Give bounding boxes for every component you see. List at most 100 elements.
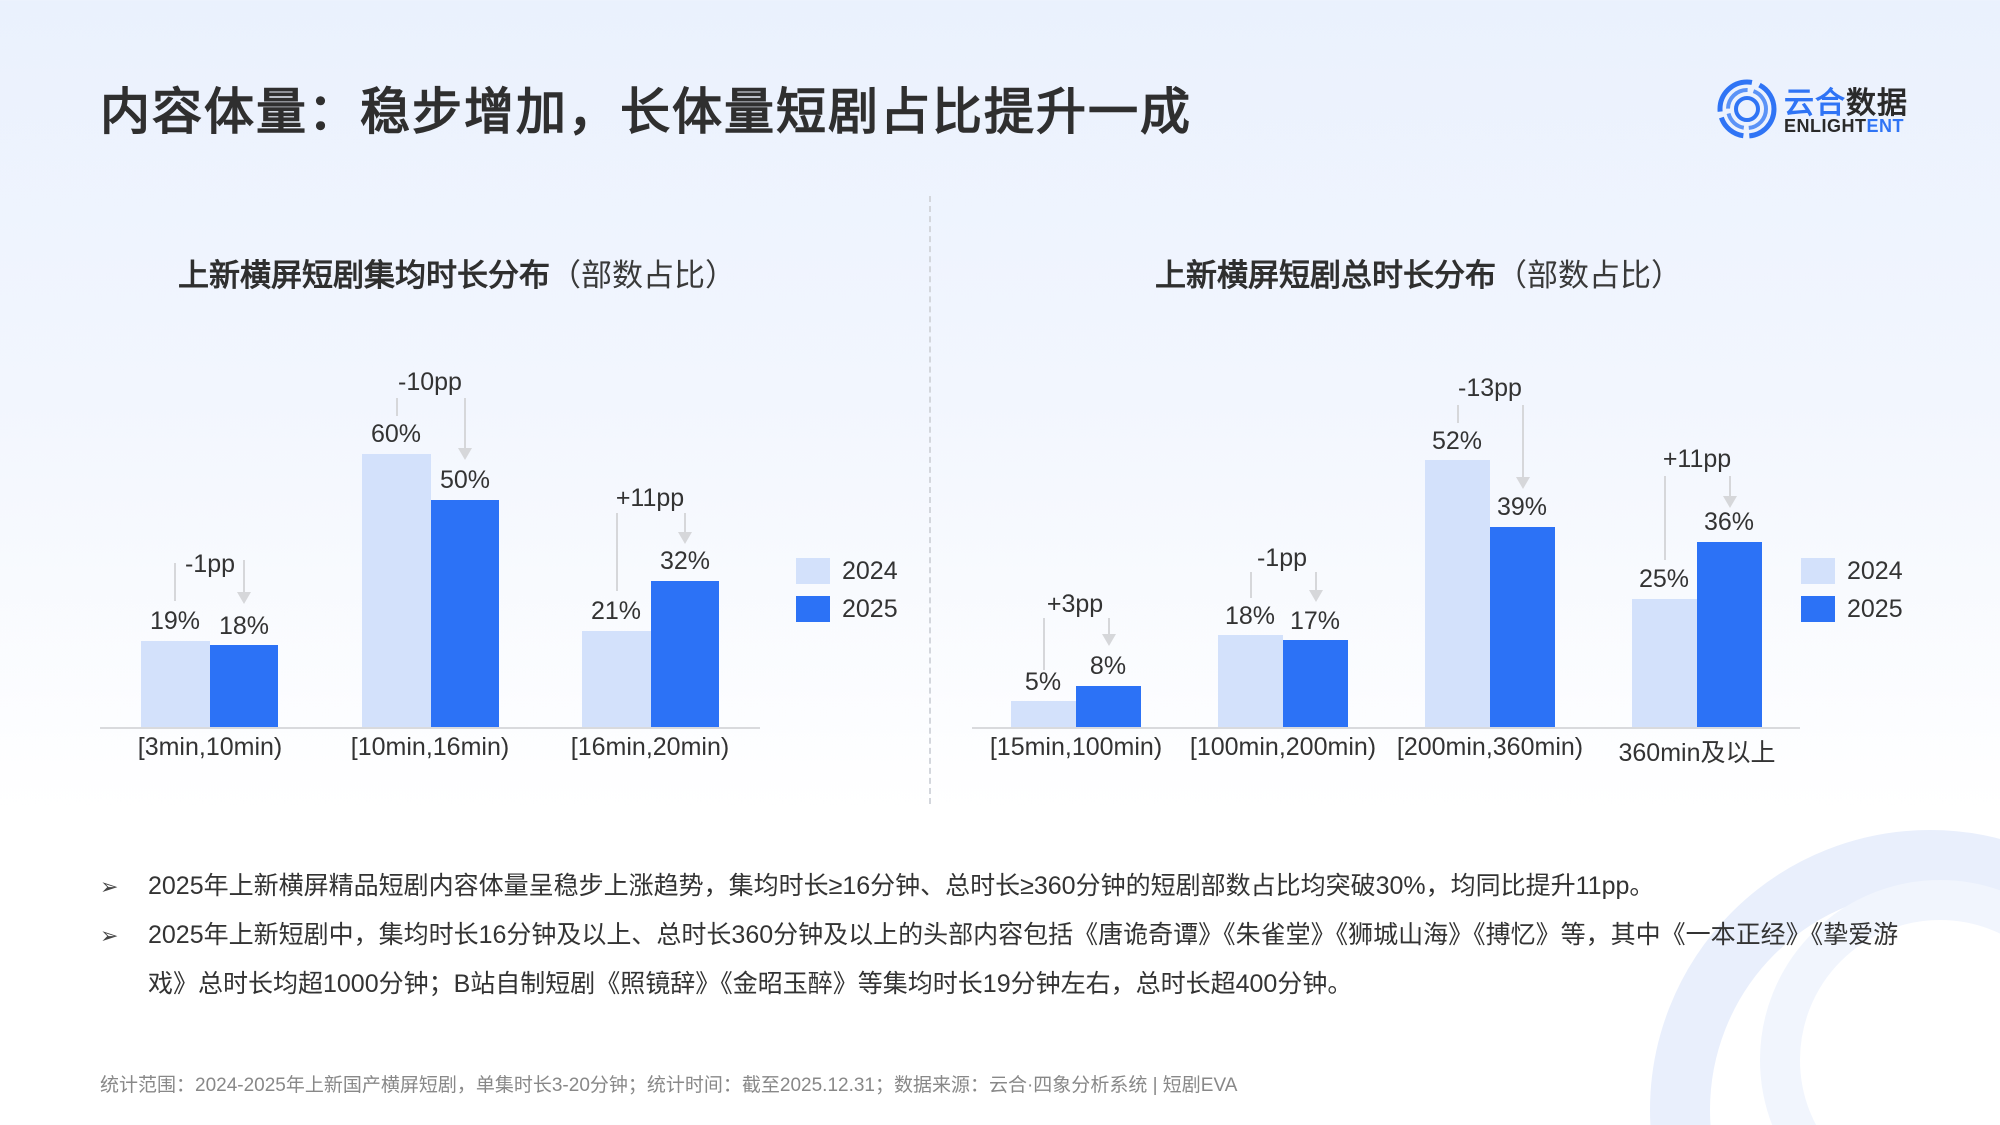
category-label: [16min,20min) [570,733,730,761]
bar-2024 [1011,701,1076,727]
value-label-2024: 21% [590,597,642,625]
logo-en-blue: ENT [1866,116,1904,136]
category-label: 360min及以上 [1618,739,1776,767]
arrow-down-icon [458,448,472,460]
legend-swatch-2024 [796,558,830,584]
chart-title-right-main: 上新横屏短剧总时长分布 [1155,258,1496,293]
delta-connector-line [1108,618,1110,634]
legend-swatch-2025 [1801,596,1835,622]
concentric-ring-logo-icon [1717,79,1777,139]
bar-2025 [210,645,278,727]
arrow-down-icon [1516,477,1530,489]
bar-2025 [1076,686,1141,727]
bar-2024 [1425,460,1490,727]
delta-label: -1pp [1256,544,1308,572]
value-label-2024: 18% [1224,602,1276,630]
x-axis-right [972,727,1800,729]
category-label: [15min,100min) [989,733,1163,761]
value-label-2025: 50% [439,466,491,494]
value-label-2024: 25% [1638,565,1690,593]
legend-swatch-2024 [1801,558,1835,584]
arrow-down-icon [1723,496,1737,508]
chart-title-left: 上新横屏短剧集均时长分布（部数占比） [178,250,736,295]
value-label-2025: 32% [659,547,711,575]
delta-label: -10pp [398,368,462,396]
delta-connector-line [243,560,245,592]
legend-right: 2024 2025 [1801,552,1903,628]
legend-item-2025: 2025 [1801,590,1903,628]
value-label-2024: 19% [149,607,201,635]
delta-connector-line [1664,476,1666,560]
value-label-2025: 36% [1703,508,1755,536]
arrowhead-bullet-icon: ➢ [100,923,119,948]
logo-text-cn: 云合数据 [1784,78,1908,122]
delta-label: +11pp [615,484,685,512]
bar-2025 [1490,527,1555,727]
chart-title-left-sub: （部数占比） [550,258,736,293]
legend-item-2024: 2024 [1801,552,1903,590]
chart-divider [929,196,931,804]
bar-2024 [141,641,210,727]
bar-2025 [431,500,499,727]
bullet-item: ➢ 2025年上新横屏精品短剧内容体量呈稳步上涨趋势，集均时长≥16分钟、总时长… [100,862,1900,911]
arrow-down-icon [237,592,251,604]
delta-connector-line [464,398,466,448]
bar-2024 [362,454,431,727]
delta-label: +3pp [1046,590,1104,618]
delta-label: -1pp [184,550,236,578]
legend-swatch-2025 [796,596,830,622]
chart-title-right-sub: （部数占比） [1496,258,1682,293]
value-label-2025: 18% [218,612,270,640]
value-label-2024: 60% [370,420,422,448]
chart-title-left-main: 上新横屏短剧集均时长分布 [178,258,550,293]
arrow-down-icon [1102,634,1116,646]
bullet-item: ➢ 2025年上新短剧中，集均时长16分钟及以上、总时长360分钟及以上的头部内… [100,911,1900,1009]
legend-item-2025: 2025 [796,590,898,628]
delta-connector-line [396,398,398,416]
logo-en-dark: ENLIGHT [1784,116,1867,136]
delta-label: -13pp [1458,374,1522,402]
brand-logo: 云合数据 ENLIGHTENT [1716,76,1926,142]
bar-2025 [651,581,719,727]
delta-connector-line [1315,572,1317,598]
bar-2025 [1697,542,1762,727]
delta-connector-line [616,513,618,591]
value-label-2025: 17% [1289,607,1341,635]
bar-2024 [1218,635,1283,727]
arrow-down-icon [678,532,692,544]
legend-label: 2024 [1847,556,1903,585]
category-label: [3min,10min) [137,733,283,761]
delta-connector-line [1729,476,1731,498]
legend-label: 2025 [842,594,898,623]
x-axis-left [100,727,760,729]
delta-connector-line [174,563,176,601]
delta-connector-line [1522,405,1524,477]
delta-connector-line [1043,618,1045,670]
source-footnote: 统计范围：2024-2025年上新国产横屏短剧，单集时长3-20分钟；统计时间：… [100,1075,1238,1096]
chart-title-right: 上新横屏短剧总时长分布（部数占比） [1155,250,1682,295]
page-title: 内容体量：稳步增加，长体量短剧占比提升一成 [100,84,1192,140]
bullet-text: 2025年上新短剧中，集均时长16分钟及以上、总时长360分钟及以上的头部内容包… [148,921,1899,998]
legend-label: 2025 [1847,594,1903,623]
summary-bullets: ➢ 2025年上新横屏精品短剧内容体量呈稳步上涨趋势，集均时长≥16分钟、总时长… [100,862,1900,1009]
arrowhead-bullet-icon: ➢ [100,874,119,899]
logo-text-en: ENLIGHTENT [1784,116,1904,137]
legend-label: 2024 [842,556,898,585]
delta-label: +11pp [1662,445,1732,473]
legend-item-2024: 2024 [796,552,898,590]
bullet-text: 2025年上新横屏精品短剧内容体量呈稳步上涨趋势，集均时长≥16分钟、总时长≥3… [148,872,1655,900]
bar-2024 [582,631,651,727]
logo-cn-dark: 数据 [1846,87,1908,120]
bar-2024 [1632,599,1697,727]
logo-cn-blue: 云合 [1784,87,1846,120]
delta-connector-line [1457,405,1459,423]
delta-connector-line [1250,572,1252,598]
value-label-2025: 39% [1496,493,1548,521]
category-label: [10min,16min) [350,733,510,761]
category-label: [200min,360min) [1396,733,1584,761]
value-label-2024: 5% [1024,668,1062,696]
category-label: [100min,200min) [1189,733,1377,761]
arrow-down-icon [1309,590,1323,602]
legend-left: 2024 2025 [796,552,898,628]
value-label-2025: 8% [1089,652,1127,680]
